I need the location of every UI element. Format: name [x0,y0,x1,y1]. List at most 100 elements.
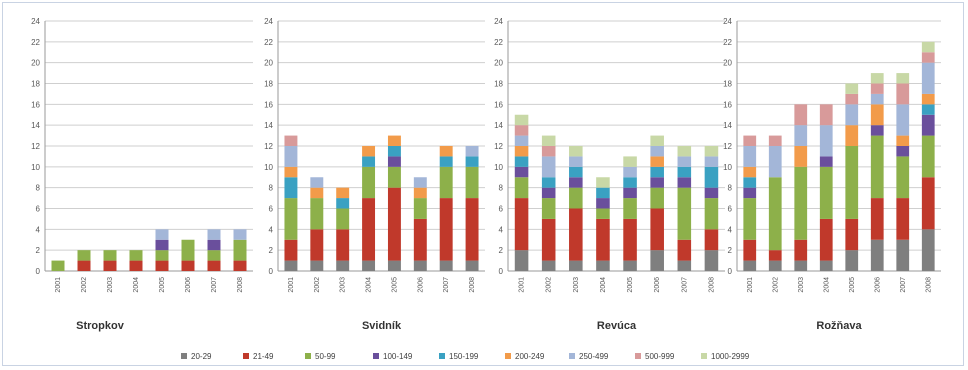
bar-segment [623,218,637,261]
bar-segment [233,260,247,271]
bar-segment [514,198,529,251]
bar-segment [743,260,757,271]
bar-segment [596,177,610,188]
x-tick-label: 2006 [185,277,192,293]
bar-segment [207,239,221,251]
bar-segment [870,83,884,94]
bar-segment [677,146,692,157]
y-tick-label: 0 [728,267,733,276]
bar-segment [514,135,529,146]
bar-segment [794,166,808,240]
y-tick-label: 8 [36,184,41,193]
legend-swatch [505,353,511,359]
bar-segment [514,250,529,271]
bar-segment [362,166,376,199]
bar-segment [845,125,859,146]
bar-segment [794,104,808,126]
x-tick-label: 2002 [314,277,321,293]
bar-segment [336,260,350,271]
y-tick-label: 24 [494,17,503,26]
y-tick-label: 2 [269,246,274,255]
x-tick-label: 2008 [708,277,715,293]
bar-segment [896,135,910,146]
legend-entry: 20-29 [191,352,212,361]
bar-segment [845,93,859,105]
bar-segment [896,83,910,105]
bar-segment [845,83,859,94]
bar-segment [650,146,664,157]
x-tick-label: 2002 [546,277,553,293]
y-tick-label: 0 [36,267,41,276]
y-tick-label: 10 [723,163,732,172]
x-tick-label: 2008 [925,277,932,293]
bar-segment [569,187,583,209]
x-tick-label: 2004 [366,277,373,293]
bar-segment [870,198,884,240]
bar-segment [103,260,117,271]
bar-segment [233,239,247,261]
bar-segment [870,104,884,126]
bar-segment [233,229,247,240]
x-tick-label: 2004 [600,277,607,293]
y-tick-label: 10 [31,163,40,172]
bar-segment [155,229,169,240]
bar-segment [819,166,833,219]
bar-segment [794,125,808,146]
bar-segment [596,260,610,271]
bar-segment [743,146,757,167]
x-tick-label: 2003 [107,277,114,293]
y-tick-label: 24 [31,17,40,26]
x-tick-label: 2006 [874,277,881,293]
bar-segment [921,135,935,178]
bar-segment [768,260,782,271]
x-tick-label: 2003 [340,277,347,293]
chart-frame: 0 2 4 6 8 10 12 14 16 18 20 22 24 2001 2002 2003 2004 200… [2,2,964,366]
bar-segment [921,52,935,63]
bar-segment [650,250,664,271]
bar-segment [541,177,556,188]
y-tick-label: 6 [269,205,274,214]
legend-entry: 200-249 [515,352,545,361]
y-tick-label: 4 [36,225,41,234]
y-tick-label: 14 [494,121,503,130]
bar-segment [284,135,298,146]
y-tick-label: 20 [494,59,503,68]
y-tick-label: 22 [723,38,732,47]
bar-segment [921,114,935,136]
bar-segment [413,260,427,271]
y-tick-label: 14 [31,121,40,130]
y-tick-label: 20 [31,59,40,68]
chart-title: Rožňava [816,320,862,332]
y-tick-label: 18 [723,80,732,89]
bar-segment [650,156,664,167]
bar-segment [310,260,324,271]
bar-segment [704,187,719,199]
bar-segment [541,187,556,199]
bar-segment [794,239,808,261]
x-tick-label: 2008 [469,277,476,293]
bar-segment [541,156,556,178]
legend-swatch [439,353,445,359]
bar-segment [541,198,556,219]
bar-segment [623,260,637,271]
bar-segment [336,208,350,230]
bar-segment [310,229,324,261]
y-tick-label: 22 [494,38,503,47]
bar-segment [284,260,298,271]
bar-segment [650,135,664,146]
bar-segment [704,146,719,157]
y-tick-label: 8 [499,184,504,193]
bar-segment [677,156,692,167]
bar-segment [870,135,884,199]
bar-segment [870,73,884,84]
bar-segment [794,146,808,167]
bar-segment [77,260,91,271]
bar-segment [819,218,833,261]
bar-segment [413,177,427,188]
bar-segment [514,125,529,136]
x-tick-label: 2001 [747,277,754,293]
y-tick-label: 12 [723,142,732,151]
bar-segment [284,177,298,199]
legend-swatch [243,353,249,359]
bar-segment [284,198,298,240]
